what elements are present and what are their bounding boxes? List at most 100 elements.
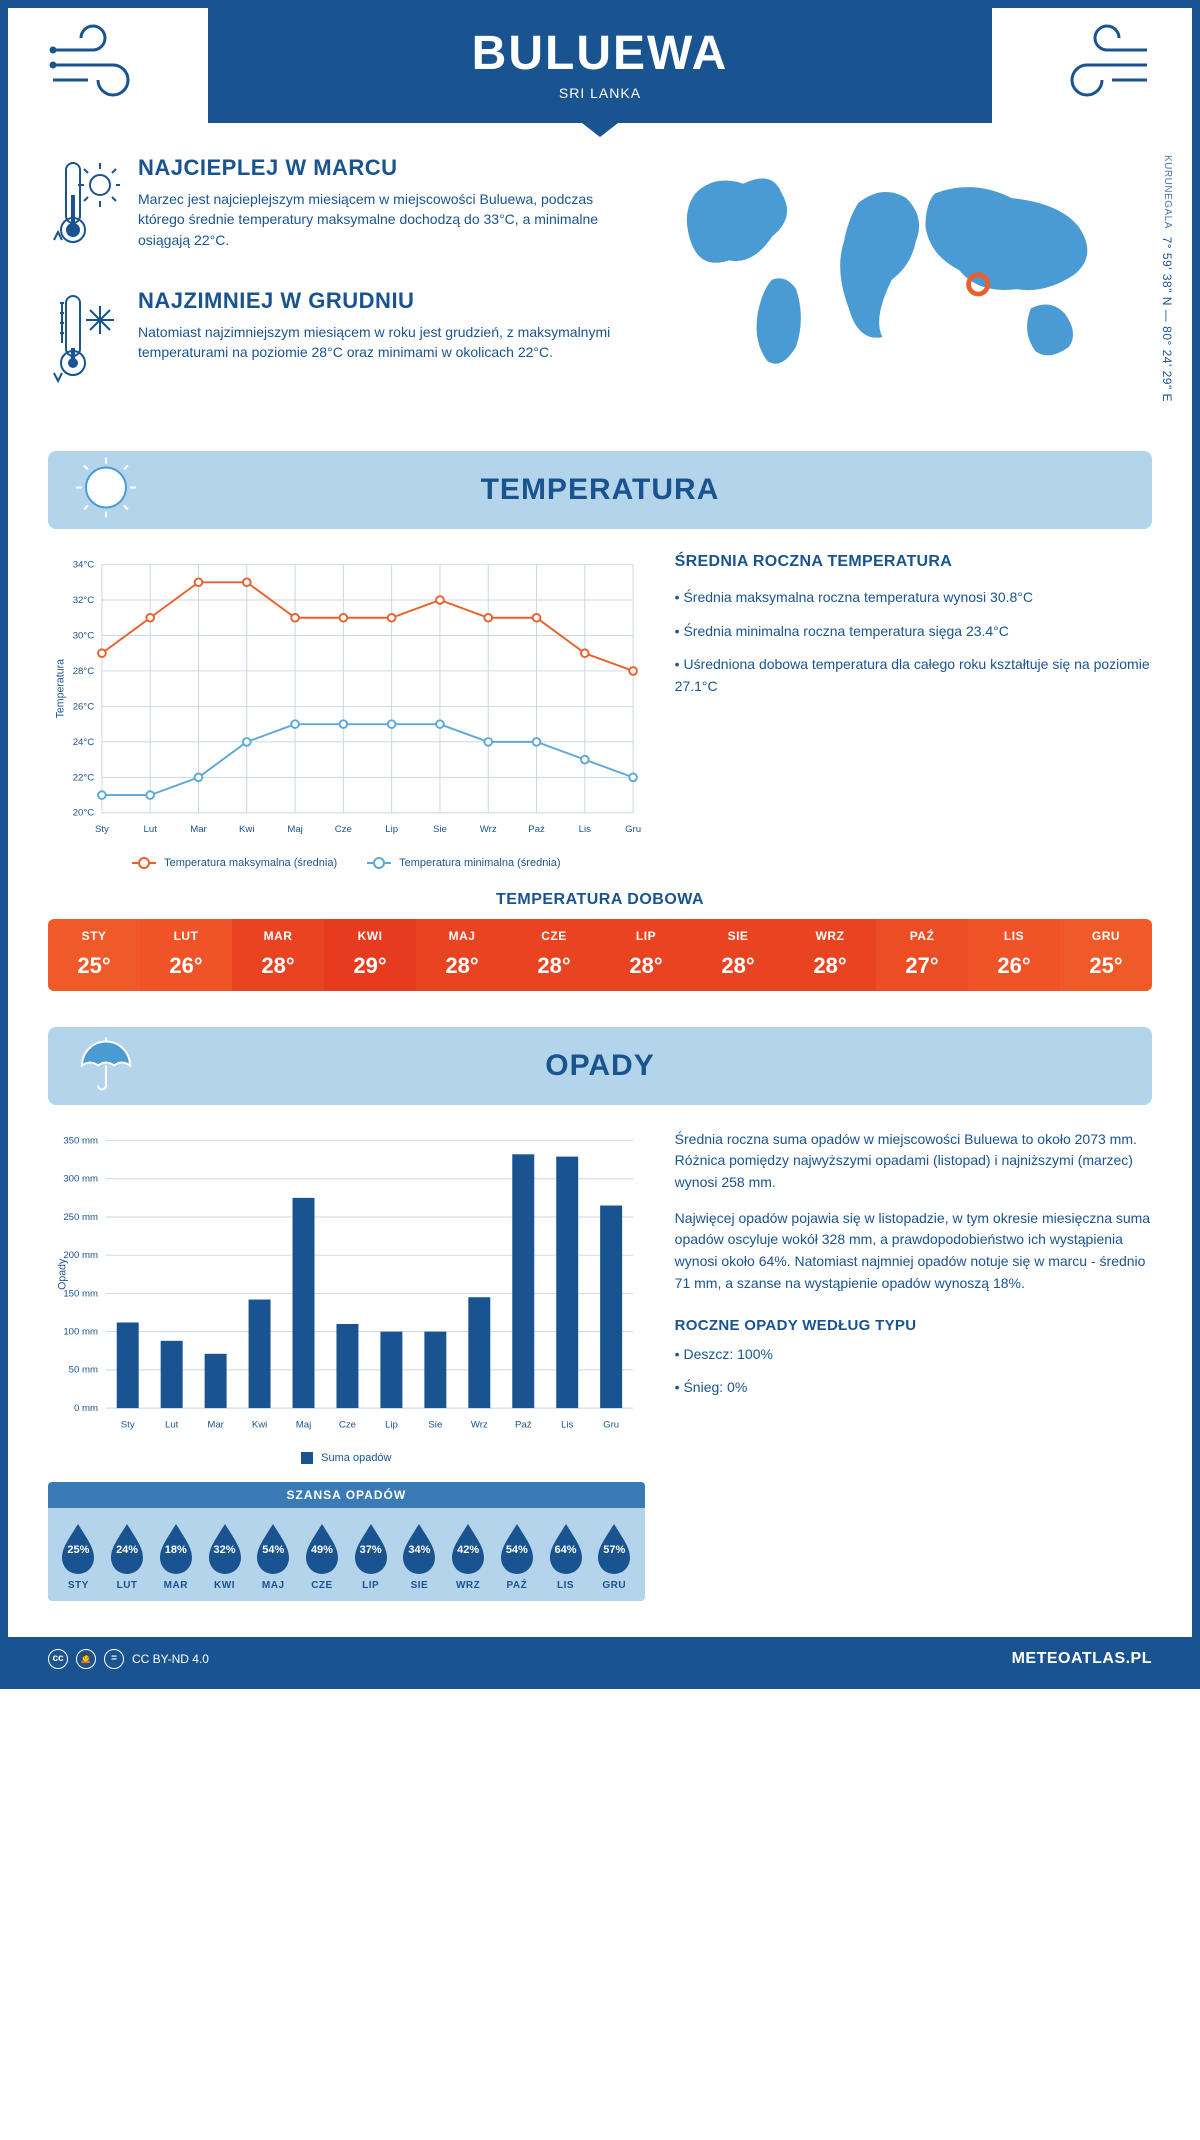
svg-text:Lip: Lip	[385, 1419, 398, 1430]
rain-chance-cell: 64% LIS	[541, 1522, 590, 1591]
fact-title: NAJZIMNIEJ W GRUDNIU	[138, 288, 611, 314]
rain-chance-cell: 57% GRU	[590, 1522, 639, 1591]
svg-text:30°C: 30°C	[73, 630, 95, 641]
rain-chance-row: 25% STY 24% LUT 18% MAR 32% KWI 54% MAJ …	[48, 1508, 645, 1601]
precip-text: Średnia roczna suma opadów w miejscowośc…	[675, 1129, 1152, 1194]
svg-text:Sty: Sty	[95, 824, 109, 835]
daily-temp-cell: STY25°	[48, 919, 140, 991]
daily-temp-cell: LIP28°	[600, 919, 692, 991]
thermometer-sun-icon	[48, 155, 120, 255]
daily-temp-cell: GRU25°	[1060, 919, 1152, 991]
precip-type-line: • Śnieg: 0%	[675, 1377, 1152, 1399]
svg-text:Maj: Maj	[287, 824, 302, 835]
svg-text:Sie: Sie	[428, 1419, 442, 1430]
sun-icon	[72, 454, 140, 522]
nd-icon: =	[104, 1649, 124, 1669]
daily-temp-cell: MAJ28°	[416, 919, 508, 991]
svg-text:Wrz: Wrz	[480, 824, 497, 835]
rain-chance-cell: 42% WRZ	[444, 1522, 493, 1591]
daily-temp-cell: SIE28°	[692, 919, 784, 991]
wind-icon	[48, 20, 158, 100]
svg-text:Cze: Cze	[339, 1419, 356, 1430]
header: BULUEWA SRI LANKA	[208, 8, 992, 123]
footer: cc 🙍 = CC BY-ND 4.0 METEOATLAS.PL	[8, 1637, 1192, 1681]
svg-text:Opady: Opady	[56, 1258, 68, 1290]
fact-coldest: NAJZIMNIEJ W GRUDNIU Natomiast najzimnie…	[48, 288, 611, 393]
svg-text:200 mm: 200 mm	[63, 1250, 98, 1261]
rain-chance-cell: 25% STY	[54, 1522, 103, 1591]
svg-text:Cze: Cze	[335, 824, 352, 835]
svg-text:34°C: 34°C	[73, 559, 95, 570]
section-header-precipitation: OPADY	[48, 1027, 1152, 1105]
umbrella-icon	[72, 1031, 136, 1095]
daily-temp-bar: STY25°LUT26°MAR28°KWI29°MAJ28°CZE28°LIP2…	[48, 919, 1152, 991]
svg-text:Lut: Lut	[165, 1419, 179, 1430]
precip-type-title: ROCZNE OPADY WEDŁUG TYPU	[675, 1317, 1152, 1334]
daily-temp-cell: MAR28°	[232, 919, 324, 991]
brand: METEOATLAS.PL	[1012, 1650, 1152, 1668]
daily-temp-title: TEMPERATURA DOBOWA	[48, 891, 1152, 909]
daily-temp-cell: LIS26°	[968, 919, 1060, 991]
by-icon: 🙍	[76, 1649, 96, 1669]
precip-legend: Suma opadów	[48, 1452, 645, 1464]
daily-temp-cell: KWI29°	[324, 919, 416, 991]
rain-chance-cell: 24% LUT	[103, 1522, 152, 1591]
wind-icon	[1042, 20, 1152, 100]
daily-temp-cell: CZE28°	[508, 919, 600, 991]
location-title: BULUEWA	[208, 26, 992, 81]
rain-chance-cell: 32% KWI	[200, 1522, 249, 1591]
fact-warmest: NAJCIEPLEJ W MARCU Marzec jest najcieple…	[48, 155, 611, 260]
rain-chance-cell: 34% SIE	[395, 1522, 444, 1591]
svg-text:22°C: 22°C	[73, 772, 95, 783]
rain-chance-cell: 49% CZE	[298, 1522, 347, 1591]
section-header-temperature: TEMPERATURA	[48, 451, 1152, 529]
precip-type-line: • Deszcz: 100%	[675, 1344, 1152, 1366]
precipitation-bar-chart: 0 mm50 mm100 mm150 mm200 mm250 mm300 mm3…	[48, 1129, 645, 1437]
coordinates: KURUNEGALA 7° 59' 38" N — 80° 24' 29" E	[1160, 155, 1174, 402]
temp-bullet: • Uśredniona dobowa temperatura dla całe…	[675, 654, 1152, 697]
svg-text:Lis: Lis	[561, 1419, 573, 1430]
temp-bullet: • Średnia minimalna roczna temperatura s…	[675, 621, 1152, 643]
svg-text:28°C: 28°C	[73, 666, 95, 677]
svg-text:100 mm: 100 mm	[63, 1326, 98, 1337]
rain-chance-cell: 54% MAJ	[249, 1522, 298, 1591]
svg-text:250 mm: 250 mm	[63, 1212, 98, 1223]
license-text: CC BY-ND 4.0	[132, 1652, 209, 1666]
cc-icon: cc	[48, 1649, 68, 1669]
world-map-icon	[641, 155, 1152, 385]
daily-temp-cell: PAŹ27°	[876, 919, 968, 991]
temp-legend: Temperatura maksymalna (średnia) Tempera…	[48, 857, 645, 869]
precip-text: Najwięcej opadów pojawia się w listopadz…	[675, 1208, 1152, 1295]
fact-title: NAJCIEPLEJ W MARCU	[138, 155, 611, 181]
daily-temp-cell: LUT26°	[140, 919, 232, 991]
temp-bullet: • Średnia maksymalna roczna temperatura …	[675, 587, 1152, 609]
svg-text:150 mm: 150 mm	[63, 1288, 98, 1299]
svg-text:Temperatura: Temperatura	[54, 659, 66, 718]
svg-text:Mar: Mar	[207, 1419, 224, 1430]
rain-chance-cell: 37% LIP	[346, 1522, 395, 1591]
svg-text:Sie: Sie	[433, 824, 447, 835]
svg-text:Lut: Lut	[144, 824, 158, 835]
svg-text:Lip: Lip	[385, 824, 398, 835]
rain-chance-cell: 54% PAŹ	[492, 1522, 541, 1591]
daily-temp-cell: WRZ28°	[784, 919, 876, 991]
svg-text:Paź: Paź	[515, 1419, 532, 1430]
svg-text:24°C: 24°C	[73, 737, 95, 748]
svg-text:Sty: Sty	[121, 1419, 135, 1430]
svg-text:26°C: 26°C	[73, 701, 95, 712]
svg-text:350 mm: 350 mm	[63, 1135, 98, 1146]
rain-chance-cell: 18% MAR	[151, 1522, 200, 1591]
svg-text:Gru: Gru	[603, 1419, 619, 1430]
location-subtitle: SRI LANKA	[208, 85, 992, 101]
rain-chance-title: SZANSA OPADÓW	[48, 1482, 645, 1508]
svg-text:Wrz: Wrz	[471, 1419, 488, 1430]
svg-text:50 mm: 50 mm	[69, 1364, 98, 1375]
svg-text:20°C: 20°C	[73, 808, 95, 819]
svg-text:Kwi: Kwi	[252, 1419, 267, 1430]
svg-text:Maj: Maj	[296, 1419, 311, 1430]
svg-text:Mar: Mar	[190, 824, 207, 835]
svg-text:32°C: 32°C	[73, 595, 95, 606]
svg-text:Paź: Paź	[528, 824, 545, 835]
svg-text:300 mm: 300 mm	[63, 1173, 98, 1184]
temperature-line-chart: 20°C 22°C 24°C 26°C 28°C 30°C 32°C 34°C Sty Lut Ma…	[48, 553, 645, 842]
